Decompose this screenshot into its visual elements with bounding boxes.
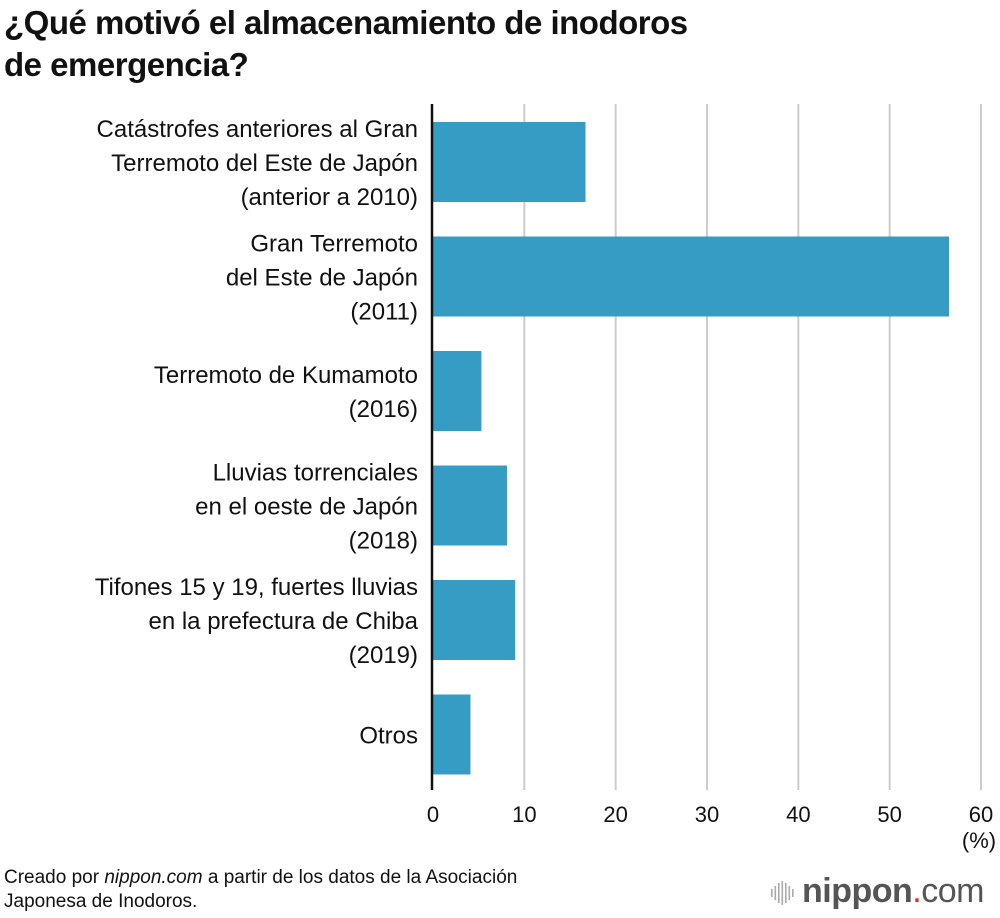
source-site: nippon.com	[104, 867, 203, 888]
category-label-3-line-2: (2018)	[349, 528, 418, 555]
x-tick-label-50: 50	[877, 802, 901, 827]
category-label-3-line-0: Lluvias torrenciales	[213, 460, 418, 487]
category-label-1-line-1: del Este de Japón	[226, 265, 418, 292]
bar-5	[433, 694, 471, 775]
category-label-5: Otros	[359, 723, 418, 750]
category-label-2: Terremoto de Kumamoto (2016)	[154, 362, 418, 423]
category-label-4: Tifones 15 y 19, fuertes lluvias en la pr…	[95, 574, 419, 669]
category-label-1-line-0: Gran Terremoto	[250, 231, 418, 258]
x-tick-label-10: 10	[512, 802, 536, 827]
category-label-3: Lluvias torrenciales en el oeste de Japón…	[195, 460, 418, 555]
bar-0	[433, 122, 586, 202]
category-labels: Catástrofes anteriores al Gran Terremoto …	[95, 116, 419, 750]
x-tick-label-40: 40	[786, 802, 810, 827]
x-axis-unit-label: (%)	[962, 828, 996, 853]
category-label-2-line-1: (2016)	[349, 396, 418, 423]
bar-3	[433, 465, 507, 546]
category-label-3-line-1: en el oeste de Japón	[195, 494, 418, 521]
logo-tld: com	[921, 872, 984, 910]
x-tick-label-20: 20	[603, 802, 627, 827]
source-suffix: a partir de los datos de la Asociación	[202, 867, 518, 888]
x-tick-label-0: 0	[427, 802, 439, 827]
logo-dot: .	[912, 872, 922, 910]
category-label-4-line-0: Tifones 15 y 19, fuertes lluvias	[95, 574, 418, 601]
category-label-0-line-0: Catástrofes anteriores al Gran	[97, 116, 418, 143]
source-prefix: Creado por	[4, 867, 105, 888]
gridlines	[523, 104, 982, 790]
category-label-0-line-2: (anterior a 2010)	[241, 184, 418, 211]
x-tick-label-30: 30	[695, 802, 719, 827]
nippon-logo: nippon.com	[770, 872, 984, 911]
x-tick-label-60: 60	[969, 802, 993, 827]
category-label-1: Gran Terremoto del Este de Japón (2011)	[226, 231, 418, 326]
category-label-4-line-2: (2019)	[349, 642, 418, 669]
category-label-4-line-1: en la prefectura de Chiba	[148, 608, 418, 635]
x-tick-labels: 0 10 20 30 40 50 60	[427, 802, 993, 827]
bar-2	[433, 351, 482, 431]
bars	[433, 122, 950, 775]
category-label-2-line-0: Terremoto de Kumamoto	[154, 362, 418, 389]
logo-main: nippon	[802, 872, 913, 910]
bar-chart: Catástrofes anteriores al Gran Terremoto …	[95, 104, 996, 853]
chart-title-line-2: de emergencia?	[4, 46, 249, 83]
bar-4	[433, 580, 516, 660]
category-label-5-line-0: Otros	[359, 723, 418, 750]
category-label-1-line-2: (2011)	[350, 299, 418, 326]
chart-title: ¿Qué motivó el almacenamiento de inodoro…	[4, 2, 904, 86]
source-note: Creado por nippon.com a partir de los da…	[4, 866, 704, 914]
chart-title-line-1: ¿Qué motivó el almacenamiento de inodoro…	[4, 4, 688, 41]
category-label-0: Catástrofes anteriores al Gran Terremoto …	[97, 116, 418, 211]
category-label-0-line-1: Terremoto del Este de Japón	[111, 150, 418, 177]
soundwave-logo-icon	[771, 881, 794, 906]
bar-1	[433, 236, 950, 317]
source-line-2: Japonesa de Inodoros.	[4, 891, 198, 912]
